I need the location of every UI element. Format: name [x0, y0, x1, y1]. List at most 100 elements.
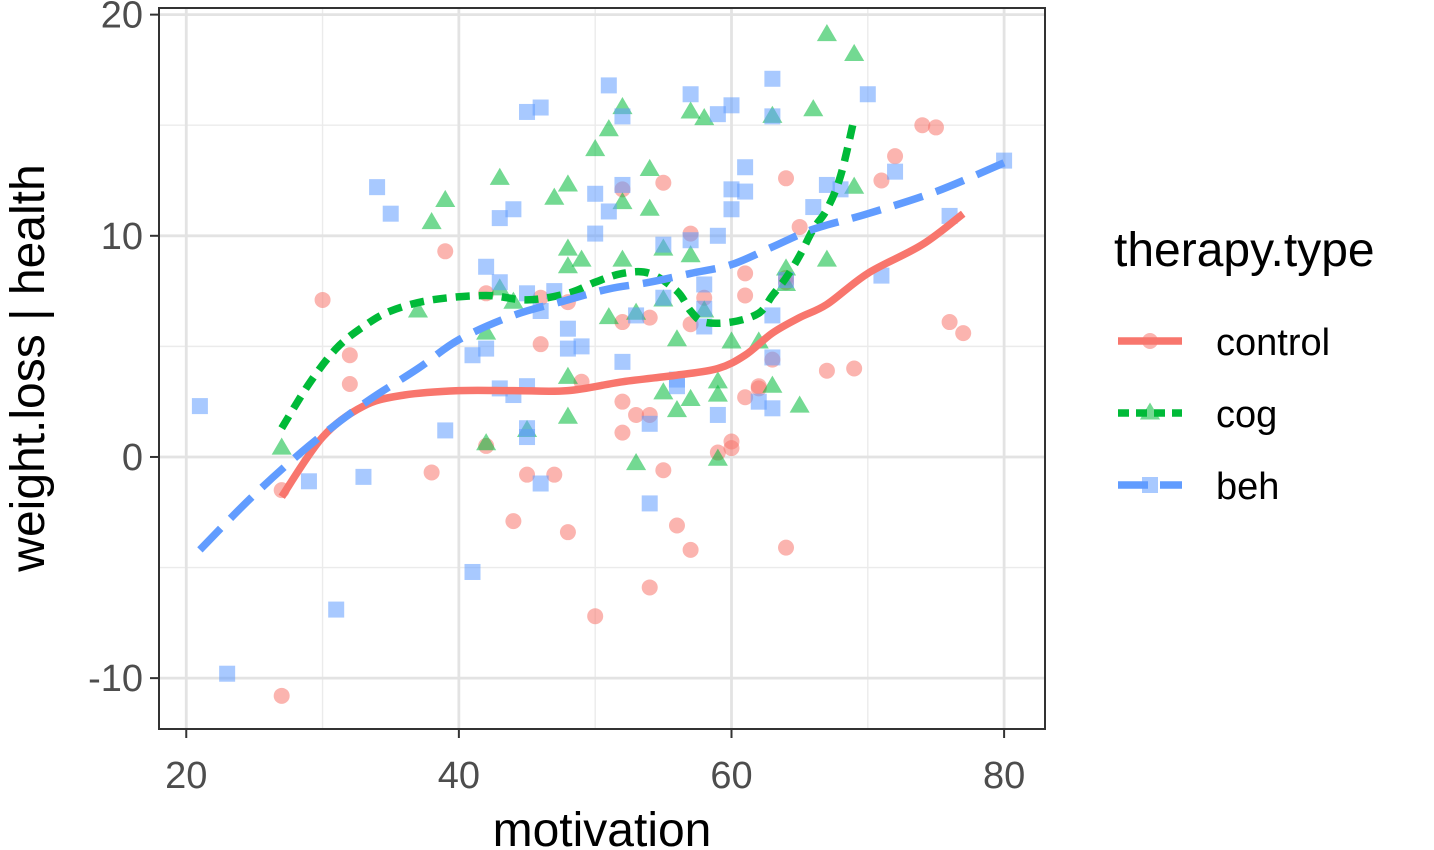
data-point-control: [682, 541, 699, 558]
data-point-beh: [818, 176, 835, 193]
data-point-beh: [614, 353, 631, 370]
data-point-control: [341, 347, 358, 364]
data-point-control: [737, 265, 754, 282]
data-point-beh: [614, 176, 631, 193]
data-point-cog: [762, 375, 783, 393]
data-point-control: [778, 539, 795, 556]
data-point-cog: [680, 245, 701, 263]
data-point-beh: [491, 210, 508, 227]
data-point-beh: [382, 205, 399, 222]
plot-panel: [158, 7, 1046, 730]
data-point-beh: [478, 340, 495, 357]
data-point-control: [628, 406, 645, 423]
data-point-control: [519, 466, 536, 483]
data-point-cog: [666, 329, 688, 347]
data-point-beh: [191, 398, 208, 415]
data-point-cog: [407, 300, 429, 318]
data-point-beh: [559, 320, 576, 337]
legend-key-cog: cog: [1118, 394, 1277, 436]
data-point-cog: [707, 448, 728, 466]
data-point-beh: [300, 473, 317, 490]
data-point-control: [532, 336, 549, 353]
data-point-beh: [464, 347, 481, 364]
legend-title: therapy.type: [1114, 224, 1375, 277]
data-point-beh: [696, 300, 713, 317]
data-point-beh: [437, 422, 454, 439]
data-point-beh: [723, 97, 740, 114]
data-point-beh: [764, 108, 781, 125]
data-point-beh: [587, 225, 604, 242]
trend-line-beh: [197, 159, 1006, 553]
data-point-cog: [612, 192, 633, 210]
data-point-control: [846, 360, 863, 377]
data-point-beh: [655, 236, 672, 253]
trend-lines: [197, 117, 1006, 553]
data-point-beh: [764, 70, 781, 87]
data-point-cog: [476, 433, 497, 451]
data-point-control: [559, 524, 576, 541]
data-point-control: [873, 172, 890, 189]
legend: therapy.type control cog beh: [1114, 224, 1375, 508]
data-point-control: [437, 243, 454, 260]
x-tick-label: 80: [983, 755, 1025, 797]
data-point-beh: [355, 468, 372, 485]
legend-keys: control cog beh: [1118, 322, 1330, 508]
data-point-cog: [585, 138, 606, 157]
data-point-beh: [628, 307, 645, 324]
data-point-control: [614, 314, 631, 331]
data-point-control: [778, 170, 795, 187]
y-axis-title: weight.loss | health: [2, 164, 55, 572]
data-point-cog: [544, 187, 565, 205]
data-marks: [191, 23, 1013, 704]
series-control-points: [273, 117, 972, 704]
data-point-beh: [641, 415, 658, 432]
data-point-control: [655, 174, 672, 191]
data-point-control: [955, 325, 972, 342]
data-point-beh: [328, 601, 345, 618]
data-point-beh: [573, 338, 590, 355]
data-point-beh: [532, 99, 549, 116]
data-point-beh: [532, 475, 549, 492]
legend-marker-cog: [1139, 402, 1161, 420]
data-point-cog: [626, 453, 647, 471]
data-point-beh: [723, 201, 740, 218]
data-point-control: [614, 393, 631, 410]
data-point-beh: [478, 258, 495, 275]
data-point-control: [273, 687, 290, 704]
legend-label-control: control: [1216, 322, 1330, 364]
data-point-cog: [557, 406, 578, 424]
data-point-beh: [614, 108, 631, 125]
trend-line-control: [278, 210, 966, 499]
series-cog-points: [271, 23, 865, 471]
data-point-control: [927, 119, 944, 136]
data-point-cog: [844, 176, 865, 194]
data-point-beh: [655, 289, 672, 306]
data-point-control: [655, 462, 672, 479]
data-point-beh: [764, 349, 781, 366]
data-point-beh: [369, 179, 386, 196]
data-point-beh: [750, 393, 767, 410]
data-point-beh: [641, 495, 658, 512]
data-point-beh: [600, 77, 617, 94]
data-point-cog: [707, 384, 728, 402]
data-point-control: [723, 440, 740, 457]
data-point-cog: [707, 371, 728, 389]
y-tick-label: 20: [101, 0, 143, 37]
data-point-beh: [887, 163, 904, 180]
data-point-cog: [680, 388, 701, 407]
data-point-cog: [435, 189, 456, 207]
data-point-beh: [737, 183, 754, 200]
data-point-control: [505, 513, 522, 530]
data-point-beh: [559, 340, 576, 357]
data-point-beh: [696, 276, 713, 293]
data-point-beh: [519, 103, 536, 120]
data-point-cog: [666, 399, 688, 418]
data-point-beh: [219, 665, 236, 682]
data-point-cog: [557, 366, 578, 384]
data-point-control: [941, 314, 958, 331]
data-point-cog: [680, 101, 701, 119]
legend-label-cog: cog: [1216, 394, 1277, 436]
data-point-cog: [803, 99, 824, 117]
data-point-cog: [789, 395, 810, 413]
